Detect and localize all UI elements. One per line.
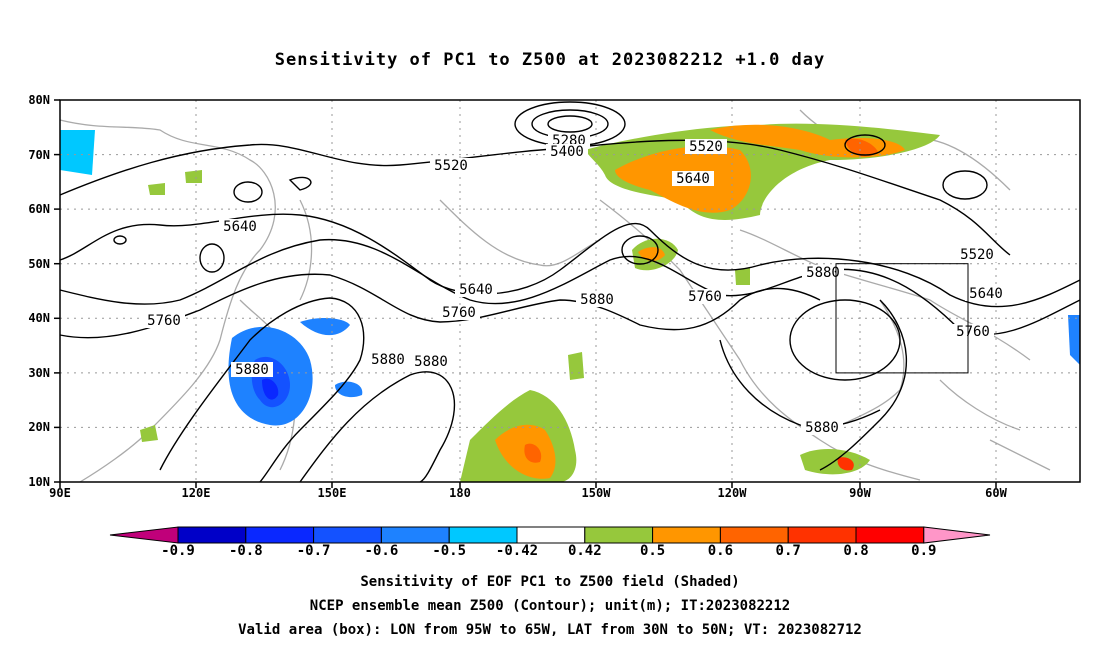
- colorbar-swatch: [245, 526, 315, 544]
- colorbar-swatch: [923, 526, 991, 544]
- colorbar-label: -0.5: [432, 543, 467, 559]
- lat-label: 40N: [28, 311, 50, 326]
- colorbar-label: 0.5: [639, 543, 666, 559]
- contour-label: 5880: [235, 362, 269, 378]
- map-title: Sensitivity of PC1 to Z500 at 2023082212…: [274, 50, 826, 70]
- lat-label: 70N: [28, 147, 50, 162]
- lon-label: 120E: [181, 486, 211, 500]
- contour-label: 5640: [223, 219, 257, 235]
- colorbar-label: -0.42: [495, 543, 539, 559]
- contour-label: 5640: [676, 171, 710, 187]
- colorbar-label: -0.7: [296, 543, 331, 559]
- caption-line-2: NCEP ensemble mean Z500 (Contour); unit(…: [309, 598, 791, 614]
- contour-label: 5640: [459, 282, 493, 298]
- colorbar-swatch: [584, 526, 654, 544]
- lon-label: 60W: [985, 486, 1007, 500]
- colorbar-swatch: [380, 526, 450, 544]
- lon-label: 90E: [49, 486, 71, 500]
- lat-label: 10N: [28, 475, 50, 489]
- map-frame: [59, 99, 1081, 483]
- lat-label: 50N: [28, 256, 50, 271]
- colorbar-label: -0.8: [228, 543, 263, 559]
- valid-area-box: [835, 263, 969, 374]
- colorbar-label: -0.9: [161, 543, 195, 559]
- lat-label: 60N: [28, 202, 50, 217]
- colorbar-label: 0.7: [775, 543, 801, 559]
- colorbar-swatch: [177, 526, 247, 544]
- lat-lon-grid: [60, 100, 1080, 482]
- colorbar-swatch: [855, 526, 925, 544]
- lon-label: 90W: [849, 486, 871, 500]
- lat-label: 30N: [28, 365, 50, 380]
- contour-label: 5640: [969, 286, 1003, 302]
- colorbar-label: 0.8: [843, 543, 869, 559]
- colorbar-label: 0.6: [707, 543, 734, 559]
- colorbar-label: -0.6: [364, 543, 399, 559]
- contour-label: 5520: [434, 158, 468, 174]
- lon-label: 120W: [717, 486, 747, 500]
- contour-label: 5520: [960, 247, 994, 263]
- contour-label: 5760: [147, 313, 181, 329]
- lat-label: 20N: [28, 420, 50, 435]
- colorbar-swatch: [448, 526, 518, 544]
- caption-line-1: Sensitivity of EOF PC1 to Z500 field (Sh…: [360, 574, 740, 590]
- colorbar-swatch: [313, 526, 382, 544]
- contour-label: 5880: [806, 265, 840, 281]
- contour-label: 5760: [688, 289, 722, 305]
- colorbar-swatch: [787, 526, 857, 544]
- contour-label: 5760: [956, 324, 990, 340]
- lon-label: 150E: [317, 486, 347, 500]
- colorbar-swatch: [109, 526, 179, 544]
- colorbar-swatch: [719, 526, 789, 544]
- colorbar-swatch: [652, 526, 721, 544]
- lon-label: 180: [449, 486, 471, 500]
- lon-label: 150W: [581, 486, 611, 500]
- contour-label: 5520: [689, 139, 723, 155]
- sensitivity-shading: [60, 123, 1080, 482]
- colorbar-label: 0.42: [567, 543, 602, 559]
- contour-label: 5400: [550, 144, 584, 160]
- colorbar: [109, 526, 991, 544]
- contour-label: 5880: [414, 354, 448, 370]
- contour-label: 5760: [442, 305, 476, 321]
- colorbar-label: 0.9: [911, 543, 937, 559]
- contour-label: 5880: [580, 292, 614, 308]
- colorbar-swatch: [516, 526, 586, 544]
- contour-label: 5880: [805, 420, 839, 436]
- caption-line-3: Valid area (box): LON from 95W to 65W, L…: [238, 622, 862, 638]
- lat-label: 80N: [28, 93, 50, 107]
- contour-labels: 5280 5400 5520 5520 5640 5640 5640 5760 …: [143, 133, 1007, 436]
- contour-label: 5880: [371, 352, 405, 368]
